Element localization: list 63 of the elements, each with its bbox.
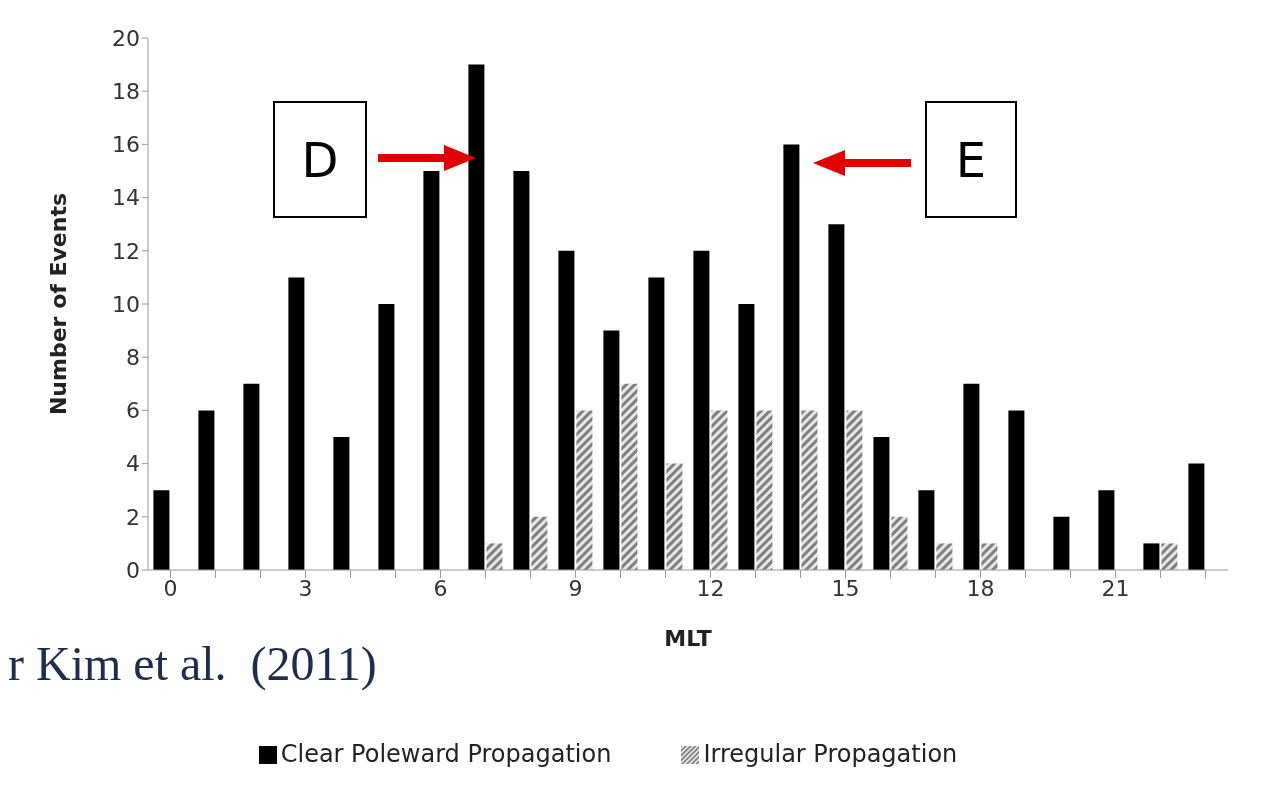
bar xyxy=(1188,463,1205,570)
bar xyxy=(603,330,620,570)
bar xyxy=(801,410,818,570)
y-tick-label: 20 xyxy=(112,25,140,51)
bar xyxy=(1053,516,1070,570)
bar xyxy=(666,463,683,570)
bar xyxy=(1143,543,1160,570)
bar xyxy=(981,543,998,570)
bar xyxy=(333,437,350,570)
bar xyxy=(783,144,800,570)
bar xyxy=(648,277,665,570)
bar xyxy=(711,410,728,570)
y-tick-label: 2 xyxy=(126,504,140,530)
y-tick-label: 14 xyxy=(112,185,140,211)
bar xyxy=(531,516,548,570)
y-tick-label: 12 xyxy=(112,238,140,264)
legend-label: Irregular Propagation xyxy=(703,740,958,768)
bar xyxy=(198,410,215,570)
x-tick-label: 18 xyxy=(966,575,995,601)
bar xyxy=(1008,410,1025,570)
bar xyxy=(513,171,530,570)
bar xyxy=(423,171,440,570)
bar xyxy=(558,250,575,570)
x-tick-label: 6 xyxy=(433,575,448,601)
y-tick-label: 4 xyxy=(126,451,140,477)
bar xyxy=(828,224,845,570)
bar xyxy=(1098,490,1115,570)
bar xyxy=(756,410,773,570)
x-tick-label: 21 xyxy=(1101,575,1130,601)
x-tick-label: 15 xyxy=(831,575,860,601)
y-tick-label: 6 xyxy=(126,398,140,424)
bar xyxy=(891,516,908,570)
bar xyxy=(873,437,890,570)
x-tick-label: 9 xyxy=(568,575,583,601)
bar xyxy=(378,304,395,570)
y-tick-label: 16 xyxy=(112,132,140,158)
y-tick-label: 18 xyxy=(112,79,140,105)
bar xyxy=(576,410,593,570)
x-axis-title: MLT xyxy=(664,625,712,651)
bar xyxy=(243,383,260,570)
bar xyxy=(486,543,503,570)
bar xyxy=(621,383,638,570)
annotation: D xyxy=(273,101,367,218)
x-tick-label: 3 xyxy=(298,575,313,601)
y-tick-label: 0 xyxy=(126,557,140,583)
annotation: E xyxy=(925,101,1017,218)
y-axis-title: Number of Events xyxy=(45,192,71,416)
bar xyxy=(153,490,170,570)
bar xyxy=(738,304,755,570)
bar xyxy=(963,383,980,570)
bar xyxy=(1161,543,1178,570)
text: r Kim et al. (2011) xyxy=(8,636,377,691)
bar xyxy=(693,250,710,570)
bar xyxy=(468,64,485,570)
bar xyxy=(936,543,953,570)
y-tick-label: 8 xyxy=(126,345,140,371)
bar xyxy=(846,410,863,570)
y-tick-label: 10 xyxy=(112,291,140,317)
legend-label: Clear Poleward Propagation xyxy=(280,740,612,768)
x-tick-label: 0 xyxy=(163,575,178,601)
bar xyxy=(288,277,305,570)
bar xyxy=(918,490,935,570)
x-tick-label: 12 xyxy=(696,575,725,601)
